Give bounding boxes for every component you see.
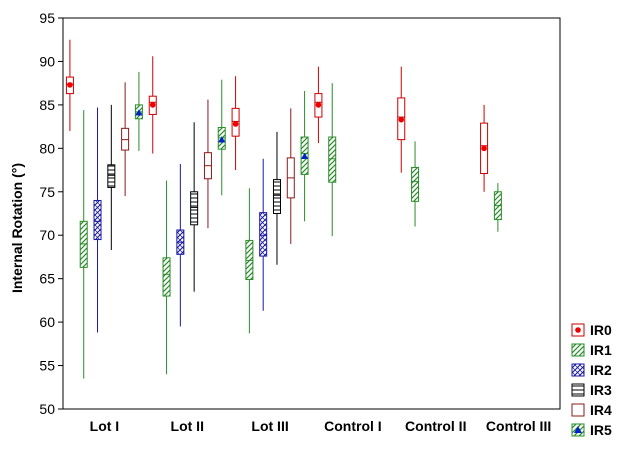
legend-label: IR3 [590,382,612,398]
y-tick-label: 70 [39,227,55,243]
plot-area [62,17,561,410]
y-tick-label: 95 [39,10,55,26]
box-ir5 [217,79,226,196]
box-body [272,179,281,214]
mean-marker [301,152,309,159]
x-category-label: Lot II [171,418,204,434]
box-ir1 [493,183,502,232]
legend-marker [574,426,582,433]
box-ir3 [190,122,199,292]
box-ir2 [93,107,102,333]
mean-marker [135,109,143,116]
box-ir0 [148,56,157,154]
box-ir3 [272,131,281,265]
box-ir4 [286,108,295,244]
legend-item-ir3: IR3 [571,382,612,398]
box-ir0 [397,66,406,173]
mean-marker [315,102,322,108]
box-ir0 [65,39,74,131]
legend-label: IR0 [590,322,612,338]
y-tick-label: 90 [39,53,55,69]
mean-marker [398,116,405,123]
legend-swatch [571,343,585,357]
box-body [411,166,420,202]
box-ir5 [300,90,309,222]
box-body [328,136,337,183]
legend-item-ir0: IR0 [571,322,612,338]
y-tick-label: 50 [39,401,55,417]
box-ir1 [162,180,171,375]
box-ir2 [259,158,268,311]
box-ir4 [121,82,130,197]
box-body [107,164,116,188]
legend-label: IR1 [590,342,612,358]
mean-marker [481,145,487,152]
box-ir1 [245,188,254,334]
box-ir3 [107,104,116,250]
legend-marker [575,327,581,333]
legend-label: IR2 [590,362,612,378]
x-category-label: Control III [486,418,551,434]
mean-marker [67,82,73,88]
legend-item-ir5: IR5 [571,422,612,438]
mean-marker [232,121,239,127]
y-tick-label: 80 [39,140,55,156]
legend-swatch [571,383,585,397]
x-category-label: Lot I [90,418,120,434]
box-ir0 [480,104,489,192]
box-body [93,199,102,241]
mean-marker [149,102,156,108]
box-ir5 [134,71,143,151]
y-tick-label: 55 [39,358,55,374]
box-body [162,257,171,297]
box-ir0 [314,66,323,144]
legend-label: IR4 [590,402,612,418]
legend-swatch [571,363,585,377]
box-ir4 [203,99,212,229]
x-category-label: Control II [405,418,466,434]
y-tick-label: 60 [39,314,55,330]
y-tick-label: 75 [39,184,55,200]
box-ir0 [231,76,240,171]
legend-item-ir1: IR1 [571,342,612,358]
box-ir1 [79,110,88,379]
x-category-label: Control I [324,418,382,434]
box-body [259,212,268,257]
y-axis-label: Internal Rotation (°) [9,163,25,293]
legend-swatch [571,403,585,417]
mean-marker [218,136,226,143]
legend-item-ir2: IR2 [571,362,612,378]
legend-item-ir4: IR4 [571,402,612,418]
box-ir2 [176,163,185,327]
box-body [190,191,199,226]
y-tick-label: 85 [39,97,55,113]
box-ir1 [411,141,420,227]
y-tick-label: 65 [39,271,55,287]
box-ir1 [328,83,337,237]
legend-label: IR5 [590,422,612,438]
x-category-label: Lot III [251,418,288,434]
